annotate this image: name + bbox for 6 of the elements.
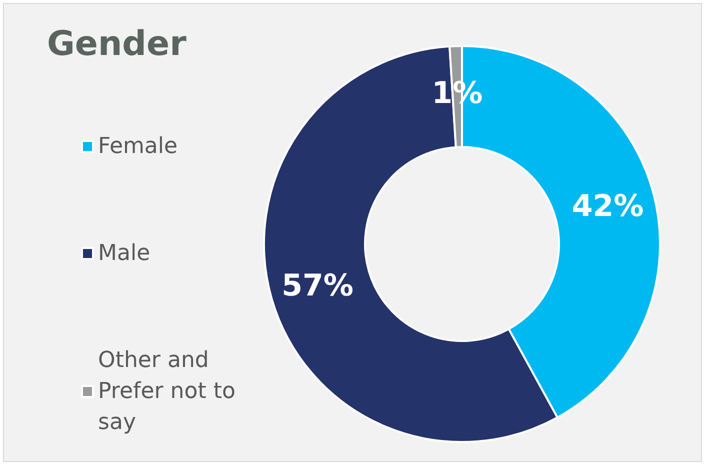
data-label: 57% [282,268,354,304]
legend-label: Female [98,134,178,159]
chart-title: Gender [47,24,187,64]
legend-label: Male [98,241,150,266]
data-label: 42% [572,189,644,224]
legend-label: Other and Prefer not to say [98,348,242,435]
